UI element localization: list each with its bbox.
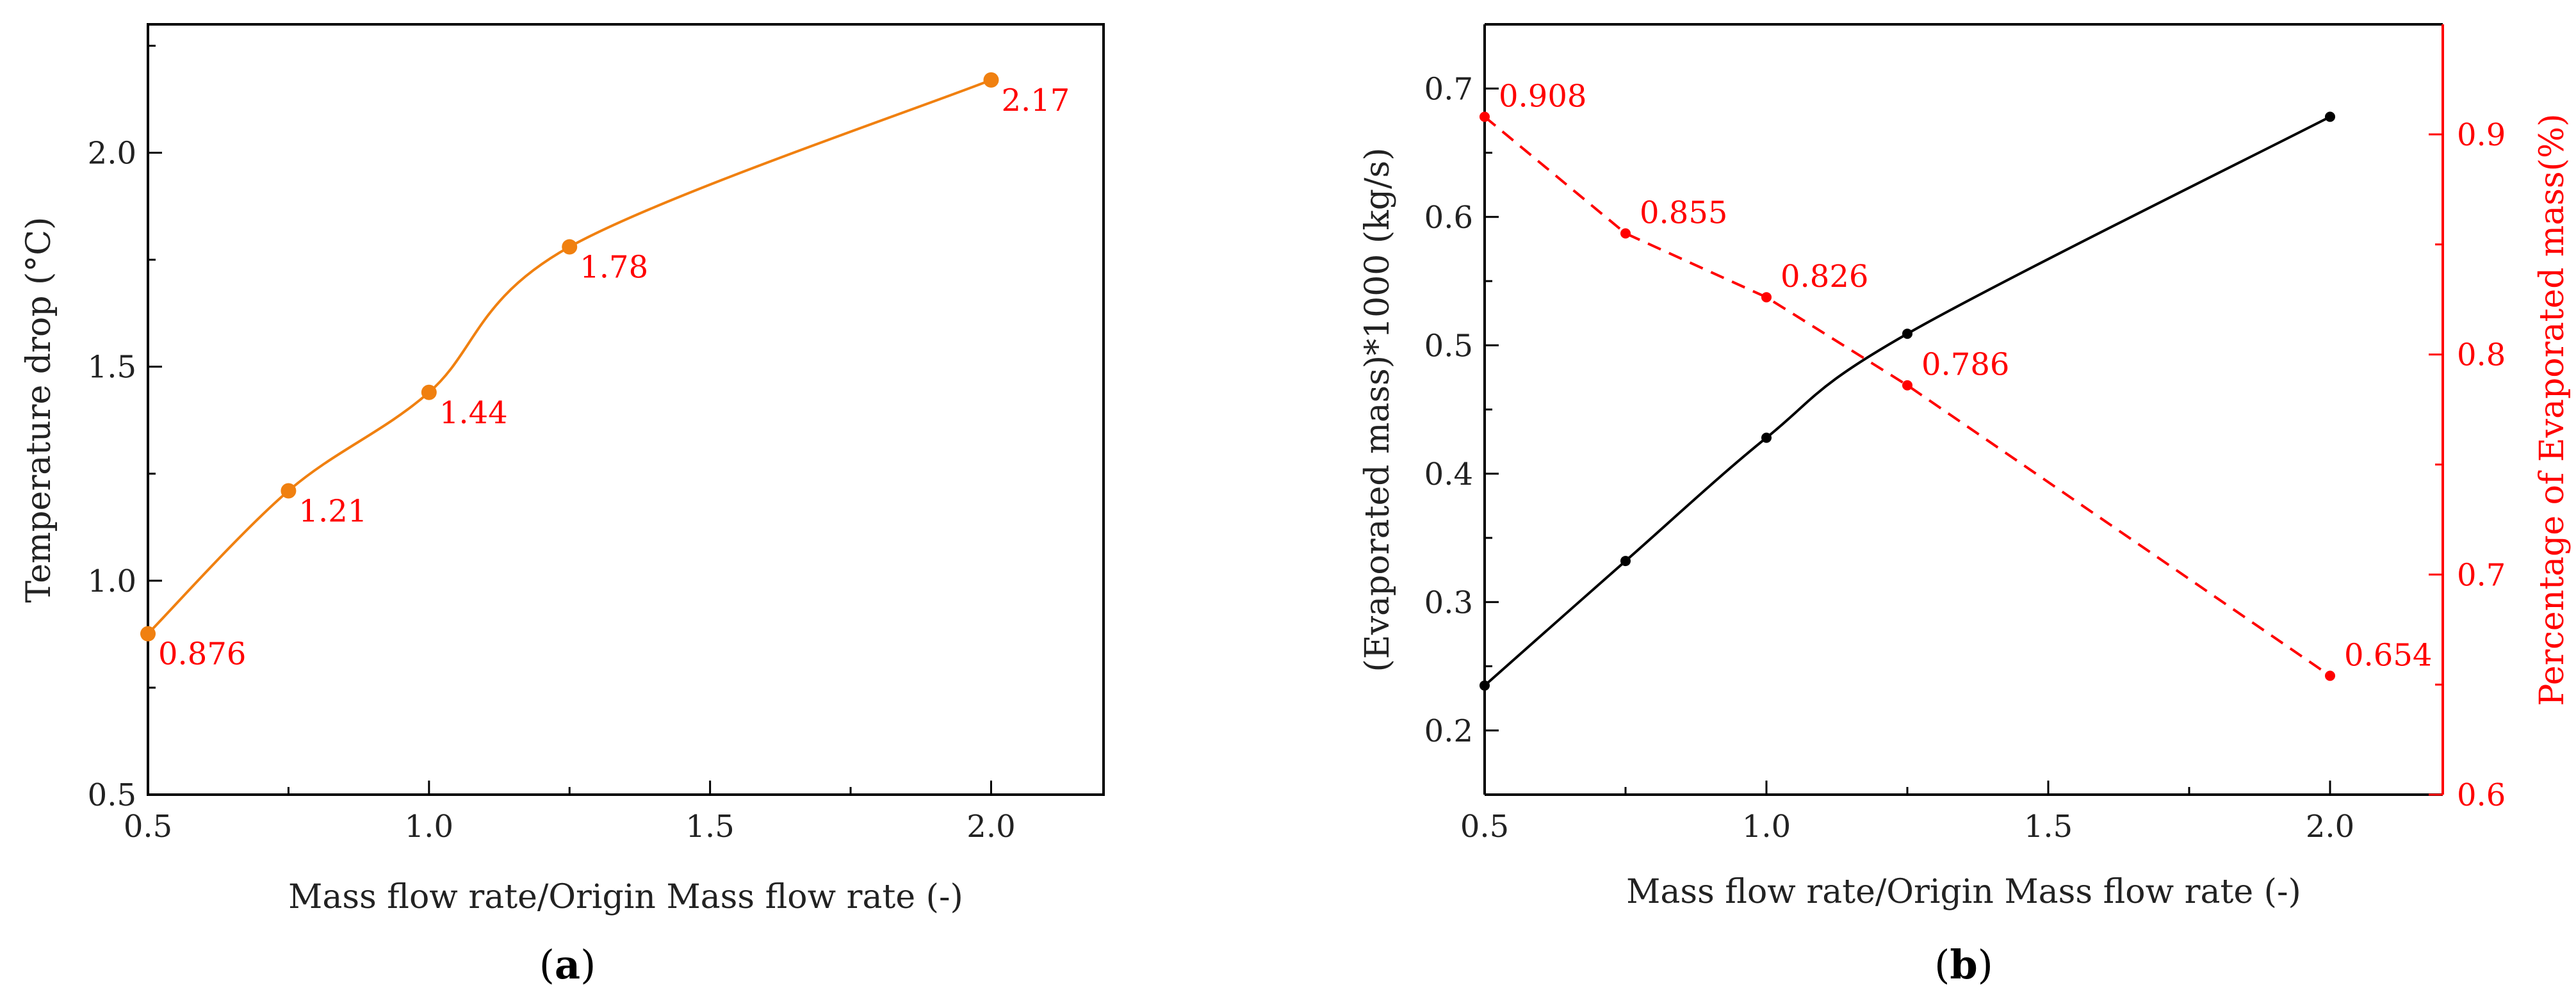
chart-b-panel-letter: b bbox=[1950, 941, 1977, 988]
chart-a-data-label: 1.78 bbox=[580, 250, 648, 286]
chart-b: 0.5 1.0 1.5 2.0 0.2 0.3 0.4 0.5 0.6 0.7 0.6 0.7 0.8 0… bbox=[1358, 23, 2572, 988]
chart-b-data-label: 0.908 bbox=[1499, 78, 1586, 114]
chart-b-percentage-point bbox=[1761, 292, 1772, 303]
chart-b-y-axis-label-left: (Evaporated mass)*1000 (kg/s) bbox=[1358, 148, 1397, 672]
chart-b-evaporated-mass-point bbox=[1480, 680, 1490, 691]
chart-b-y-right-tick-label: 0.8 bbox=[2457, 337, 2506, 373]
chart-b-percentage-line bbox=[1483, 115, 2331, 677]
chart-a-x-tick-label: 0.5 bbox=[124, 809, 172, 845]
chart-a-x-tick-label: 2.0 bbox=[966, 809, 1015, 845]
chart-a-data-point bbox=[281, 483, 297, 499]
chart-a-y-tick-label: 0.5 bbox=[88, 777, 136, 813]
chart-b-data-label: 0.855 bbox=[1640, 195, 1727, 231]
chart-b-data-label: 0.654 bbox=[2344, 637, 2432, 673]
chart-b-y-tick-label: 0.2 bbox=[1424, 713, 1473, 749]
chart-a-panel-label: (a) bbox=[539, 941, 596, 988]
chart-b-x-tick-label: 2.0 bbox=[2306, 809, 2354, 845]
chart-b-ticks bbox=[1483, 23, 2443, 796]
chart-b-y-tick-label: 0.6 bbox=[1424, 200, 1473, 236]
chart-a-data-point bbox=[140, 626, 156, 642]
chart-b-y-right-tick-label: 0.9 bbox=[2457, 117, 2506, 153]
chart-b-percentage-point bbox=[1620, 228, 1631, 239]
chart-a-data-point bbox=[983, 72, 999, 88]
chart-b-tick-labels: 0.5 1.0 1.5 2.0 0.2 0.3 0.4 0.5 0.6 0.7 0.6 0.7 0.8 0… bbox=[1424, 71, 2506, 845]
chart-b-y-tick-label: 0.7 bbox=[1424, 71, 1473, 107]
chart-b-y-right-tick-label: 0.6 bbox=[2457, 777, 2506, 813]
chart-b-data-label: 0.826 bbox=[1781, 259, 1868, 295]
chart-b-y-tick-label: 0.5 bbox=[1424, 328, 1473, 364]
chart-a-data-label: 2.17 bbox=[1001, 83, 1070, 118]
chart-a-frame bbox=[147, 23, 1105, 796]
chart-a-y-axis-label: Temperature drop (°C) bbox=[20, 217, 58, 603]
chart-b-evaporated-mass-point bbox=[2325, 111, 2335, 122]
chart-a-tick-labels: 0.5 1.0 1.5 2.0 0.5 1.0 1.5 2.0 bbox=[88, 136, 1016, 845]
chart-a-data-point bbox=[562, 239, 578, 255]
chart-b-panel-label: (b) bbox=[1934, 941, 1993, 988]
chart-a-x-tick-label: 1.0 bbox=[405, 809, 453, 845]
chart-b-y-tick-label: 0.3 bbox=[1424, 585, 1473, 620]
chart-b-x-tick-label: 1.0 bbox=[1742, 809, 1791, 845]
chart-b-y-axis-label-right: Percentage of Evaporated mass(%) bbox=[2533, 113, 2572, 706]
chart-b-y-right-tick-label: 0.7 bbox=[2457, 557, 2506, 593]
chart-a: 0.5 1.0 1.5 2.0 0.5 1.0 1.5 2.0 0.876 1.21 1.44 1.… bbox=[20, 23, 1105, 988]
chart-a-temperature-line bbox=[147, 79, 992, 635]
chart-b-x-tick-label: 1.5 bbox=[2024, 809, 2073, 845]
chart-a-data-point bbox=[421, 384, 437, 400]
chart-b-percentage-point bbox=[1480, 111, 1490, 122]
chart-a-x-axis-label: Mass flow rate/Origin Mass flow rate (-) bbox=[288, 878, 963, 916]
chart-b-x-axis-label: Mass flow rate/Origin Mass flow rate (-) bbox=[1626, 873, 2301, 911]
chart-a-y-tick-label: 1.0 bbox=[88, 563, 136, 599]
chart-a-data-labels: 0.876 1.21 1.44 1.78 2.17 bbox=[158, 83, 1070, 672]
chart-b-data-label: 0.786 bbox=[1921, 347, 2009, 383]
chart-a-series bbox=[140, 72, 999, 642]
chart-a-y-tick-label: 2.0 bbox=[88, 136, 136, 172]
chart-a-x-tick-label: 1.5 bbox=[685, 809, 734, 845]
chart-a-data-label: 0.876 bbox=[158, 636, 246, 672]
chart-a-y-tick-label: 1.5 bbox=[88, 350, 136, 385]
chart-b-evaporated-mass-line bbox=[1483, 115, 2331, 687]
chart-b-series bbox=[1480, 111, 2335, 691]
chart-b-y-tick-label: 0.4 bbox=[1424, 457, 1473, 492]
chart-b-percentage-point bbox=[1902, 380, 1912, 391]
chart-a-data-label: 1.21 bbox=[298, 493, 367, 529]
chart-b-evaporated-mass-point bbox=[1620, 556, 1631, 567]
chart-b-evaporated-mass-point bbox=[1902, 328, 1912, 339]
chart-b-evaporated-mass-point bbox=[1761, 432, 1772, 443]
chart-a-data-label: 1.44 bbox=[439, 395, 508, 431]
chart-a-panel-letter: a bbox=[555, 941, 580, 988]
chart-b-data-labels: 0.908 0.855 0.826 0.786 0.654 bbox=[1499, 78, 2432, 673]
chart-b-x-tick-label: 0.5 bbox=[1460, 809, 1509, 845]
chart-a-ticks bbox=[147, 44, 992, 796]
chart-b-percentage-point bbox=[2325, 670, 2335, 681]
